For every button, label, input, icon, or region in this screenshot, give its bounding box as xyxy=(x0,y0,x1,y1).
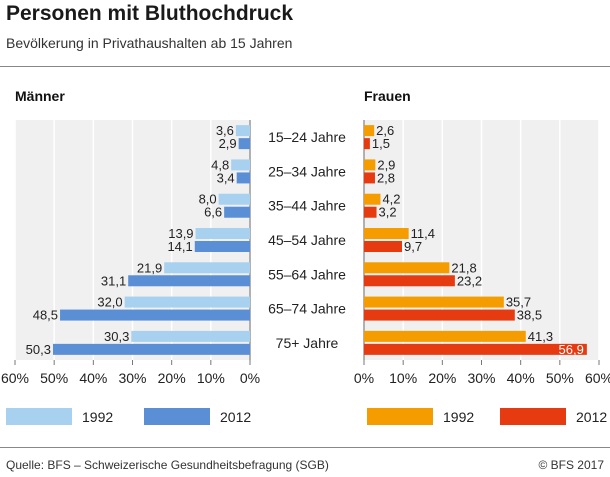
value-label-men-2012: 6,6 xyxy=(204,205,222,220)
bar-men-2012 xyxy=(60,309,250,321)
value-label-women-2012: 9,7 xyxy=(404,239,422,254)
bar-men-2012 xyxy=(128,275,250,287)
category-label: 65–74 Jahre xyxy=(268,301,346,317)
legend-swatch-women-1992 xyxy=(367,408,433,425)
butterfly-bar-chart: Männer0%10%20%30%40%50%60%3,62,94,83,48,… xyxy=(1,88,610,386)
bar-men-1992 xyxy=(231,159,250,171)
bar-men-1992 xyxy=(131,330,250,342)
bar-women-1992 xyxy=(364,296,504,308)
value-label-women-2012: 38,5 xyxy=(517,308,542,323)
category-label: 55–64 Jahre xyxy=(268,266,346,282)
bar-women-1992 xyxy=(364,193,381,205)
tick-label-men: 10% xyxy=(197,370,225,386)
tick-label-men: 0% xyxy=(240,370,260,386)
legend-men-1992: 1992 xyxy=(6,408,113,425)
value-label-men-1992: 4,8 xyxy=(211,157,229,172)
bar-women-2012 xyxy=(364,275,455,287)
category-label: 35–44 Jahre xyxy=(268,198,346,214)
panel-title-women: Frauen xyxy=(364,88,411,104)
category-label: 45–54 Jahre xyxy=(268,232,346,248)
tick-label-women: 10% xyxy=(389,370,417,386)
legend-swatch-men-2012 xyxy=(144,408,210,425)
value-label-women-1992: 2,9 xyxy=(377,157,395,172)
value-label-men-1992: 13,9 xyxy=(168,226,193,241)
value-label-men-2012: 2,9 xyxy=(219,136,237,151)
tick-label-women: 60% xyxy=(585,370,610,386)
legend-label-women-1992: 1992 xyxy=(443,408,475,425)
value-label-women-1992: 4,2 xyxy=(382,192,400,207)
footer-divider xyxy=(0,447,610,448)
tick-label-men: 50% xyxy=(40,370,68,386)
source-note: Quelle: BFS – Schweizerische Gesundheits… xyxy=(6,458,329,472)
tick-label-men: 60% xyxy=(1,370,29,386)
bar-men-2012 xyxy=(52,343,250,355)
tick-label-men: 40% xyxy=(79,370,107,386)
bar-men-1992 xyxy=(124,296,250,308)
legend-swatch-women-2012 xyxy=(500,408,566,425)
panel-title-men: Männer xyxy=(15,88,65,104)
chart-subtitle: Bevölkerung in Privathaushalten ab 15 Ja… xyxy=(6,35,293,51)
copyright-note: © BFS 2017 xyxy=(538,458,604,472)
value-label-men-1992: 3,6 xyxy=(216,123,234,138)
bar-men-1992 xyxy=(164,262,250,274)
category-label: 75+ Jahre xyxy=(276,335,339,351)
bar-men-1992 xyxy=(235,125,250,137)
bar-women-1992 xyxy=(364,262,450,274)
value-label-men-1992: 8,0 xyxy=(199,192,217,207)
bar-men-2012 xyxy=(238,138,250,150)
legend-women-1992: 1992 xyxy=(367,408,474,425)
value-label-women-2012: 2,8 xyxy=(377,170,395,185)
bar-women-1992 xyxy=(364,125,375,137)
bar-women-2012 xyxy=(364,309,515,321)
value-label-women-2012: 23,2 xyxy=(457,273,482,288)
value-label-women-1992: 41,3 xyxy=(528,329,553,344)
bar-women-2012 xyxy=(364,138,370,150)
bar-women-1992 xyxy=(364,228,409,239)
legend-label-men-2012: 2012 xyxy=(220,408,252,425)
tick-label-men: 30% xyxy=(118,370,146,386)
value-label-women-1992: 2,6 xyxy=(376,123,394,138)
value-label-men-2012: 48,5 xyxy=(33,308,58,323)
bar-men-2012 xyxy=(194,241,250,252)
tick-label-men: 20% xyxy=(158,370,186,386)
tick-label-women: 20% xyxy=(428,370,456,386)
value-label-men-1992: 21,9 xyxy=(137,260,162,275)
value-label-men-2012: 14,1 xyxy=(167,239,192,254)
value-label-men-2012: 31,1 xyxy=(101,273,126,288)
bar-women-1992 xyxy=(364,330,526,342)
bar-women-2012 xyxy=(364,172,375,184)
bar-women-2012 xyxy=(364,343,587,355)
value-label-women-2012: 1,5 xyxy=(372,136,390,151)
value-label-men-2012: 3,4 xyxy=(217,170,235,185)
bar-men-2012 xyxy=(236,172,250,184)
tick-label-women: 50% xyxy=(546,370,574,386)
bar-men-1992 xyxy=(195,228,250,239)
value-label-women-2012: 56,9 xyxy=(559,342,584,357)
legend-women-2012: 2012 xyxy=(500,408,607,425)
bar-men-2012 xyxy=(224,206,250,218)
bar-men-1992 xyxy=(218,193,250,205)
value-label-women-1992: 21,8 xyxy=(451,260,476,275)
legend-swatch-men-1992 xyxy=(6,408,72,425)
chart-title: Personen mit Bluthochdruck xyxy=(6,2,294,25)
bar-women-2012 xyxy=(364,241,402,252)
header-divider xyxy=(0,66,610,67)
legend-label-men-1992: 1992 xyxy=(82,408,114,425)
value-label-men-2012: 50,3 xyxy=(26,342,51,357)
legend-label-women-2012: 2012 xyxy=(576,408,608,425)
bar-women-1992 xyxy=(364,159,376,171)
value-label-women-1992: 35,7 xyxy=(506,295,531,310)
tick-label-women: 30% xyxy=(467,370,495,386)
bar-women-2012 xyxy=(364,206,377,218)
tick-label-women: 40% xyxy=(507,370,535,386)
value-label-men-1992: 30,3 xyxy=(104,329,129,344)
category-label: 15–24 Jahre xyxy=(268,129,346,145)
category-label: 25–34 Jahre xyxy=(268,163,346,179)
value-label-men-1992: 32,0 xyxy=(97,295,122,310)
value-label-women-2012: 3,2 xyxy=(379,205,397,220)
value-label-women-1992: 11,4 xyxy=(411,226,435,241)
legend-men-2012: 2012 xyxy=(144,408,251,425)
tick-label-women: 0% xyxy=(354,370,374,386)
